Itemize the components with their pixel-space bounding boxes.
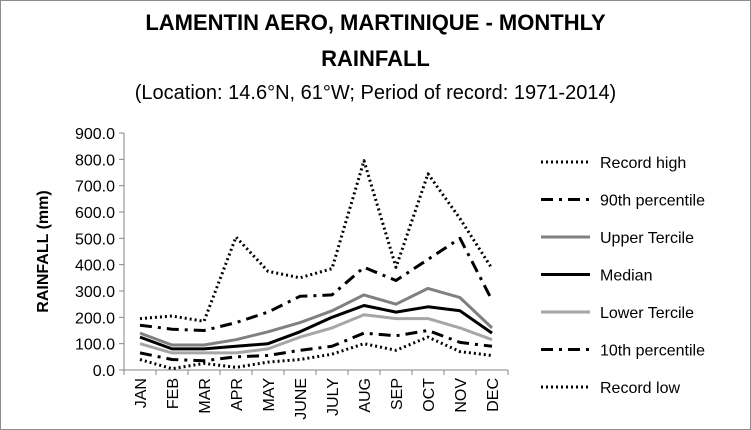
y-tick-label: 700.0 — [75, 179, 115, 196]
x-tick-label: JAN — [133, 378, 150, 408]
y-tick-label: 400.0 — [75, 258, 115, 275]
y-tick-label: 600.0 — [75, 205, 115, 222]
y-tick-label: 900.0 — [75, 126, 115, 143]
series-line — [139, 236, 494, 332]
y-tick-label: 800.0 — [75, 152, 115, 169]
x-tick-label: AUG — [357, 378, 374, 413]
x-tick-label: OCT — [421, 378, 438, 412]
series-line — [139, 313, 493, 355]
y-tick-label: 500.0 — [75, 231, 115, 248]
chart-title: LAMENTIN AERO, MARTINIQUE - MONTHLY — [145, 10, 606, 35]
chart-title-continued: RAINFALL — [321, 46, 430, 71]
x-tick-label: JULY — [325, 378, 342, 416]
axes: 0.0 100.0 200.0 300.0 400.0 500.0 600.0 700.0 80… — [35, 126, 509, 420]
x-tick-label: FEB — [165, 378, 182, 409]
series-line — [139, 159, 494, 323]
chart-subtitle: (Location: 14.6°N, 61°W; Period of recor… — [134, 82, 617, 104]
legend-label: Record high — [600, 155, 686, 172]
x-tick-label: NOV — [453, 378, 470, 413]
x-tick-label: DEC — [485, 378, 502, 412]
x-tick-label: SEP — [389, 378, 406, 410]
legend-label: 10th percentile — [600, 343, 705, 360]
series-line — [139, 335, 493, 371]
series-lines — [139, 159, 494, 371]
x-tick-label: MAR — [197, 378, 214, 414]
legend: Record high 90th percentile Upper Tercile M… — [541, 155, 705, 397]
y-tick-label: 100.0 — [75, 337, 115, 354]
y-tick-label: 300.0 — [75, 284, 115, 301]
legend-label: Record low — [600, 380, 680, 397]
legend-label: 90th percentile — [600, 193, 705, 210]
x-tick-label: APR — [229, 378, 246, 411]
series-line — [139, 286, 494, 347]
legend-label: Upper Tercile — [600, 230, 694, 247]
legend-label: Median — [600, 268, 652, 285]
series-line — [139, 304, 493, 351]
series-line — [139, 329, 493, 363]
y-axis-title: RAINFALL (mm) — [35, 190, 52, 312]
legend-label: Lower Tercile — [600, 305, 694, 322]
y-tick-label: 0.0 — [93, 363, 115, 380]
x-tick-label: JUNE — [293, 378, 310, 420]
x-tick-label: MAY — [261, 378, 278, 412]
y-tick-label: 200.0 — [75, 310, 115, 327]
